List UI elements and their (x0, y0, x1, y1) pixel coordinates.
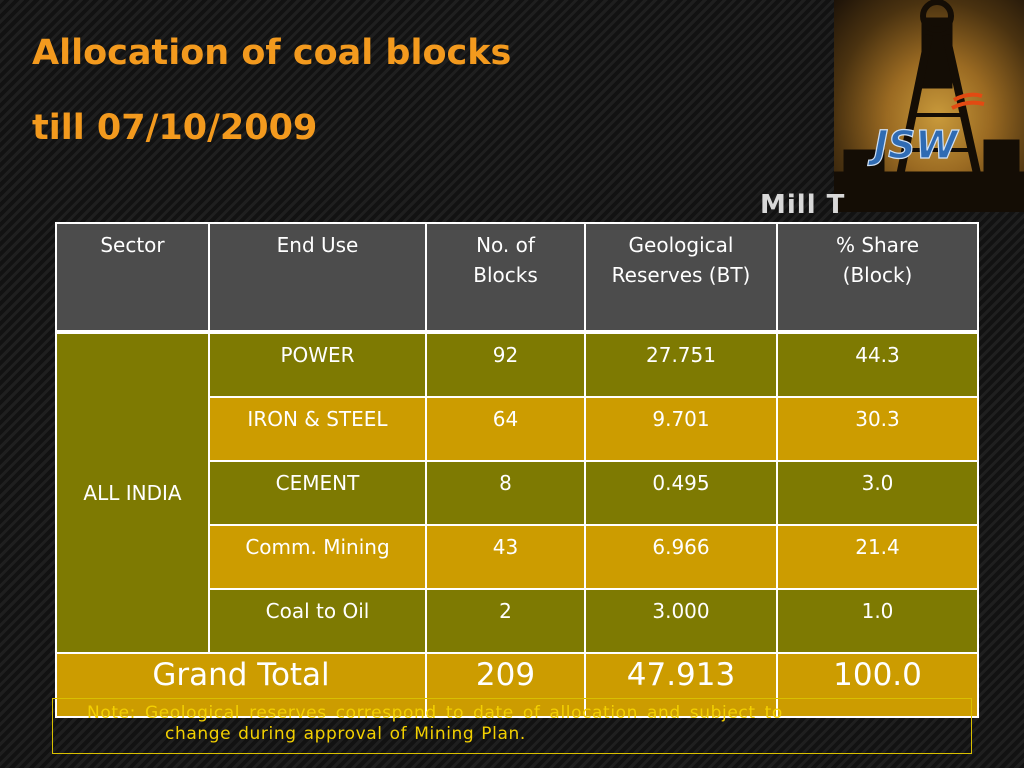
share-cell: 3.0 (776, 460, 979, 526)
blocks-cell: 64 (425, 396, 586, 462)
blocks-cell: 2 (425, 588, 586, 654)
header-geological-reserves: Geological Reserves (BT) (584, 222, 778, 334)
footnote: Note: Geological reserves correspond to … (52, 698, 972, 754)
mine-headframe-photo: JSW (834, 0, 1024, 212)
jsw-logo-text: JSW (867, 123, 960, 167)
blocks-cell: 43 (425, 524, 586, 590)
end-use-cell: IRON & STEEL (208, 396, 427, 462)
reserves-cell: 9.701 (584, 396, 778, 462)
photo-caption: Mill T (760, 190, 846, 220)
slide-title-line-1: Allocation of coal blocks (32, 33, 512, 73)
coal-blocks-table: Sector End Use No. of Blocks Geological … (55, 222, 979, 718)
table-row: Comm. Mining 43 6.966 21.4 (56, 524, 979, 590)
blocks-cell: 8 (425, 460, 586, 526)
reserves-cell: 27.751 (584, 331, 778, 398)
blocks-cell: 92 (425, 331, 586, 398)
end-use-cell: CEMENT (208, 460, 427, 526)
share-cell: 21.4 (776, 524, 979, 590)
jsw-logo (951, 92, 985, 110)
share-cell: 30.3 (776, 396, 979, 462)
header-share: % Share (Block) (776, 222, 979, 334)
table-row: CEMENT 8 0.495 3.0 (56, 460, 979, 526)
header-no-of-blocks: No. of Blocks (425, 222, 586, 334)
grand-total-blocks: 209 (425, 652, 586, 718)
table-row: IRON & STEEL 64 9.701 30.3 (56, 396, 979, 462)
reserves-cell: 6.966 (584, 524, 778, 590)
footnote-line-2: change during approval of Mining Plan. (165, 724, 526, 744)
sector-cell: ALL INDIA (55, 331, 210, 654)
footnote-line-1: Note: Geological reserves correspond to … (87, 703, 783, 723)
headframe-silhouette: JSW (834, 0, 1024, 212)
header-end-use: End Use (208, 222, 427, 334)
header-sector: Sector (55, 222, 210, 334)
end-use-cell: POWER (208, 331, 427, 398)
slide-title-line-2: till 07/10/2009 (32, 108, 318, 148)
share-cell: 44.3 (776, 331, 979, 398)
grand-total-label: Grand Total (55, 652, 427, 718)
reserves-cell: 0.495 (584, 460, 778, 526)
grand-total-share: 100.0 (776, 652, 979, 718)
grand-total-reserves: 47.913 (584, 652, 778, 718)
table-header-row: Sector End Use No. of Blocks Geological … (55, 222, 979, 334)
grand-total-row: Grand Total 209 47.913 100.0 (55, 652, 979, 718)
reserves-cell: 3.000 (584, 588, 778, 654)
table-row: ALL INDIA POWER 92 27.751 44.3 (55, 331, 979, 654)
share-cell: 1.0 (776, 588, 979, 654)
table-row: Coal to Oil 2 3.000 1.0 (56, 588, 979, 654)
end-use-cell: Comm. Mining (208, 524, 427, 590)
end-use-cell: Coal to Oil (208, 588, 427, 654)
